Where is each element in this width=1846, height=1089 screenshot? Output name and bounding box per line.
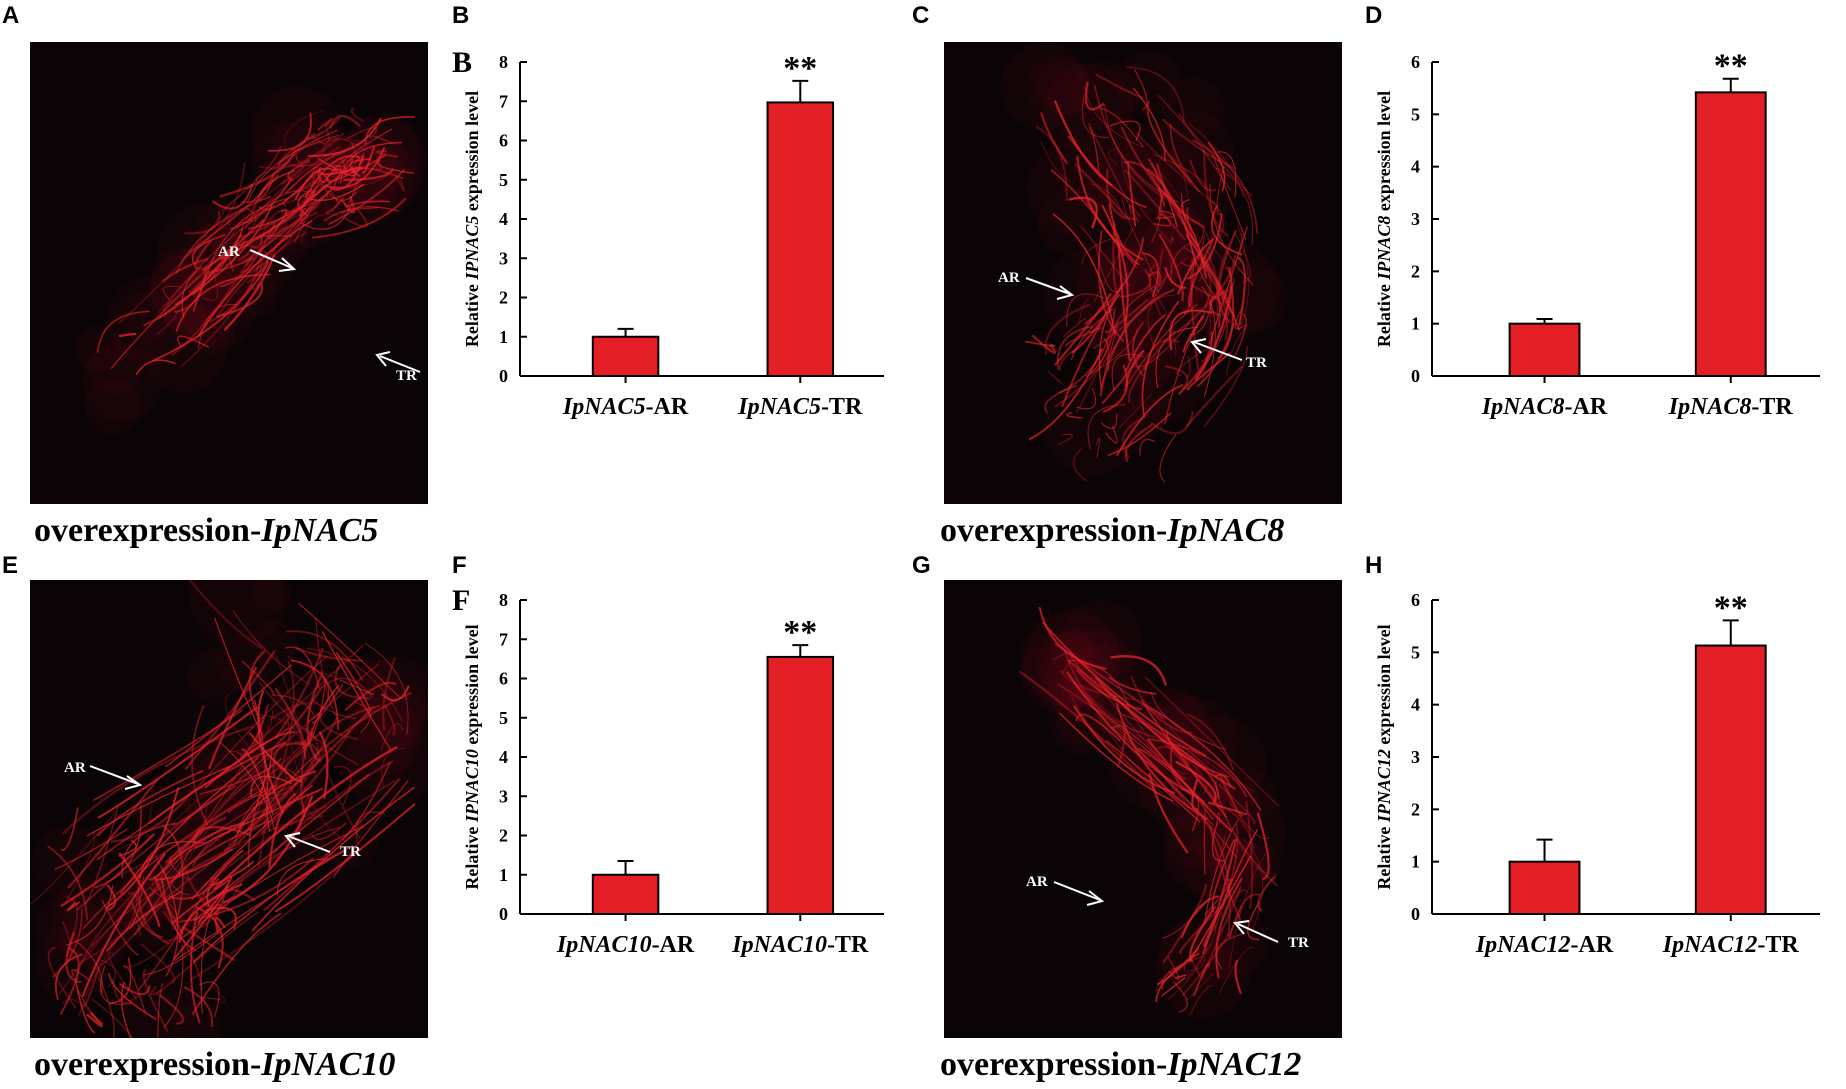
panel-letter-e: E xyxy=(2,552,19,579)
panel-letter-b: B xyxy=(452,2,470,29)
bar-ipnac10-tr xyxy=(766,655,835,915)
hairy-roots-image xyxy=(1019,606,1280,1017)
hairy-roots-image xyxy=(1024,66,1259,483)
y-tick-label: 8 xyxy=(499,590,508,610)
y-tick-label: 0 xyxy=(499,366,508,386)
label-tr: TR xyxy=(1246,355,1267,371)
annotation-arrows: AR TR xyxy=(998,270,1267,371)
caption-ipnac5: overexpression-IpNAC5 xyxy=(34,512,379,549)
bar-ipnac8-ar xyxy=(1508,322,1581,377)
caption-ipnac10: overexpression-IpNAC10 xyxy=(34,1046,396,1083)
y-tick-label: 2 xyxy=(499,288,508,308)
root-photo-ipnac12: AR TR xyxy=(944,580,1342,1038)
y-tick-label: 2 xyxy=(499,826,508,846)
label-tr: TR xyxy=(1288,935,1309,951)
y-tick-label: 3 xyxy=(499,248,508,268)
y-tick-label: 2 xyxy=(1411,799,1420,819)
y-tick-label: 7 xyxy=(499,629,508,649)
chart-inner-letter: F xyxy=(452,584,470,617)
y-tick-label: 0 xyxy=(1411,366,1420,386)
y-tick-label: 6 xyxy=(1411,590,1420,610)
y-tick-label: 0 xyxy=(499,904,508,924)
bar-chart-ipnac5: B 0 1 2 3 4 5 6 7 8 Relative IPNAC5 expression lev… xyxy=(452,46,884,420)
label-tr: TR xyxy=(340,844,361,860)
y-tick-label: 5 xyxy=(499,170,508,190)
panel-letter-d: D xyxy=(1365,2,1383,29)
y-axis-label: Relative IPNAC12 expression level xyxy=(1374,624,1394,889)
y-tick-label: 1 xyxy=(499,327,508,347)
y-tick-label: 5 xyxy=(1411,104,1420,124)
panel-letter-g: G xyxy=(912,552,931,579)
caption-ipnac12: overexpression-IpNAC12 xyxy=(940,1046,1302,1083)
y-tick-label: 0 xyxy=(1411,904,1420,924)
y-tick-label: 2 xyxy=(1411,261,1420,281)
y-tick-label: 4 xyxy=(499,209,508,229)
annotation-arrows: AR TR xyxy=(64,760,361,860)
y-tick-label: 1 xyxy=(1411,852,1420,872)
x-tick-label: IpNAC12-AR xyxy=(1475,932,1614,958)
x-tick-label: IpNAC5-AR xyxy=(562,394,689,420)
bar-chart-ipnac8: 0 1 2 3 4 5 6 Relative IPNAC8 expression level I… xyxy=(1374,48,1820,420)
bar-ipnac12-ar xyxy=(1508,860,1581,915)
y-tick-label: 4 xyxy=(499,747,508,767)
root-photo-ipnac8: AR TR xyxy=(944,42,1342,504)
label-ar: AR xyxy=(64,760,86,776)
y-tick-label: 7 xyxy=(499,91,508,111)
label-ar: AR xyxy=(1026,874,1048,890)
y-tick-label: 5 xyxy=(1411,642,1420,662)
significance-marker: ** xyxy=(1714,48,1748,85)
annotation-arrows: AR TR xyxy=(1026,874,1309,951)
annotation-arrows: AR TR xyxy=(218,244,421,384)
y-axis-label: Relative IPNAC5 expression level xyxy=(462,91,482,347)
hairy-roots-image xyxy=(96,107,416,376)
significance-marker: ** xyxy=(1714,589,1748,626)
panel-letter-a: A xyxy=(2,2,20,29)
hairy-roots-image xyxy=(30,580,416,1038)
label-tr: TR xyxy=(396,368,417,384)
panel-letter-h: H xyxy=(1365,552,1383,579)
bar-ipnac5-tr xyxy=(766,101,835,378)
y-tick-label: 3 xyxy=(1411,747,1420,767)
y-tick-label: 5 xyxy=(499,708,508,728)
chart-inner-letter: B xyxy=(452,46,472,79)
label-ar: AR xyxy=(218,244,240,260)
y-tick-label: 3 xyxy=(1411,209,1420,229)
x-tick-label: IpNAC8-AR xyxy=(1481,394,1608,420)
significance-marker: ** xyxy=(783,614,817,651)
bar-ipnac8-tr xyxy=(1694,91,1767,377)
y-tick-label: 6 xyxy=(499,131,508,151)
y-tick-label: 4 xyxy=(1411,157,1420,177)
x-tick-label: IpNAC10-AR xyxy=(556,932,695,958)
x-tick-label: IpNAC5-TR xyxy=(737,394,863,420)
panel-letter-f: F xyxy=(452,552,467,579)
bar-ipnac10-ar xyxy=(591,873,660,915)
bar-ipnac5-ar xyxy=(591,335,660,377)
y-tick-label: 6 xyxy=(1411,52,1420,72)
panel-letter-c: C xyxy=(912,2,930,29)
y-tick-label: 6 xyxy=(499,669,508,689)
x-tick-label: IpNAC10-TR xyxy=(731,932,869,958)
root-photo-ipnac10: AR TR xyxy=(30,580,428,1038)
root-photo-ipnac5: AR TR xyxy=(30,42,428,504)
bar-chart-ipnac10: F 0 1 2 3 4 5 6 7 8 Relative IPNAC10 expression le… xyxy=(452,584,884,958)
bar-ipnac12-tr xyxy=(1694,644,1767,915)
y-tick-label: 1 xyxy=(499,865,508,885)
y-tick-label: 4 xyxy=(1411,695,1420,715)
caption-ipnac8: overexpression-IpNAC8 xyxy=(940,512,1285,549)
y-tick-label: 8 xyxy=(499,52,508,72)
y-axis-label: Relative IPNAC8 expression level xyxy=(1374,91,1394,347)
y-tick-label: 1 xyxy=(1411,314,1420,334)
y-tick-label: 3 xyxy=(499,786,508,806)
label-ar: AR xyxy=(998,270,1020,286)
bar-chart-ipnac12: 0 1 2 3 4 5 6 Relative IPNAC12 expression level… xyxy=(1374,589,1820,958)
significance-marker: ** xyxy=(783,50,817,87)
x-tick-label: IpNAC8-TR xyxy=(1668,394,1794,420)
y-axis-label: Relative IPNAC10 expression level xyxy=(462,624,482,889)
x-tick-label: IpNAC12-TR xyxy=(1662,932,1800,958)
